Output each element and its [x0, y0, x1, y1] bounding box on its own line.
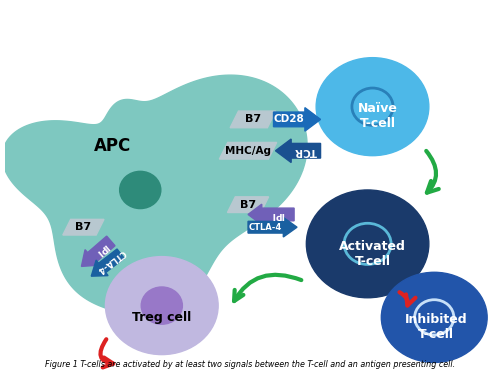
Text: Inhibited
T-cell: Inhibited T-cell: [405, 313, 468, 341]
Text: Activated
T-cell: Activated T-cell: [339, 240, 406, 268]
Polygon shape: [91, 249, 124, 276]
Text: IPI: IPI: [94, 241, 110, 257]
Polygon shape: [2, 75, 307, 315]
Text: IPI: IPI: [271, 210, 284, 219]
Polygon shape: [63, 219, 104, 235]
Polygon shape: [274, 108, 320, 131]
Text: Figure 1 T-cells are activated by at least two signals between the T-cell and an: Figure 1 T-cells are activated by at lea…: [45, 360, 455, 369]
Ellipse shape: [141, 287, 182, 324]
Polygon shape: [248, 204, 294, 225]
Ellipse shape: [106, 256, 218, 355]
Ellipse shape: [120, 171, 161, 209]
Text: Naïve
T-cell: Naïve T-cell: [358, 102, 398, 130]
Text: B7: B7: [240, 200, 256, 210]
Ellipse shape: [306, 190, 429, 298]
Text: Treg cell: Treg cell: [132, 311, 192, 324]
Polygon shape: [220, 143, 276, 159]
Polygon shape: [228, 197, 268, 212]
Text: B7: B7: [245, 114, 261, 124]
Text: CTLA-4: CTLA-4: [96, 247, 128, 274]
Ellipse shape: [382, 272, 487, 362]
Polygon shape: [248, 217, 297, 237]
Text: TCR: TCR: [294, 146, 318, 156]
Ellipse shape: [316, 58, 429, 156]
Polygon shape: [276, 139, 320, 162]
Polygon shape: [82, 236, 115, 267]
Text: CD28: CD28: [274, 114, 304, 124]
Text: CTLA-4: CTLA-4: [249, 223, 282, 232]
Text: B7: B7: [76, 222, 92, 232]
Text: MHC/Ag: MHC/Ag: [225, 146, 271, 156]
Polygon shape: [230, 111, 276, 128]
Text: APC: APC: [94, 137, 132, 155]
